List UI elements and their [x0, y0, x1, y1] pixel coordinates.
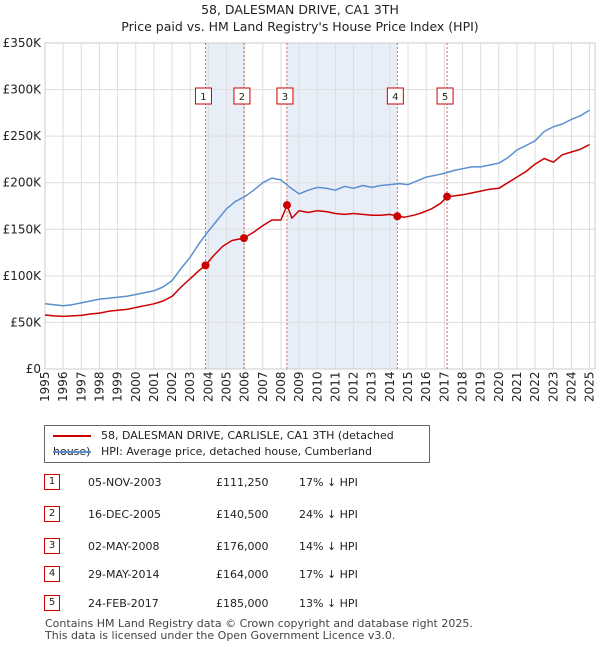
- sale-badge: 3: [44, 538, 60, 554]
- sale-label-text: 2: [239, 92, 245, 103]
- sale-point: [239, 234, 248, 243]
- chart-title: 58, DALESMAN DRIVE, CA1 3TH: [201, 2, 399, 17]
- table-row: 1 05-NOV-2003 £111,250 17% ↓ HPI: [44, 474, 464, 492]
- sale-badge: 4: [44, 566, 60, 582]
- x-tick-label: 1996: [56, 371, 70, 402]
- x-tick-label: 2015: [401, 371, 415, 402]
- sale-date: 16-DEC-2005: [88, 508, 162, 521]
- sale-label-box: [436, 87, 454, 105]
- x-tick-label: 2021: [510, 371, 524, 402]
- x-tick-label: 2024: [564, 371, 578, 402]
- sale-point: [282, 201, 291, 210]
- x-tick-label: 1995: [38, 371, 52, 402]
- sale-label-text: 5: [442, 92, 448, 103]
- y-tick-label: £200K: [3, 176, 43, 190]
- y-tick-label: £350K: [3, 36, 43, 50]
- y-tick-label: £150K: [3, 222, 43, 236]
- price-chart: 1 2 3 4 5 £0 £50K £100K £150K £200K £250K £300K £350…: [3, 36, 597, 402]
- y-tick-label: £300K: [3, 83, 43, 97]
- sale-label-box: [233, 87, 251, 105]
- sale-badge: 1: [44, 474, 60, 490]
- table-row: 3 02-MAY-2008 £176,000 14% ↓ HPI: [44, 538, 464, 556]
- y-tick-label: £100K: [3, 269, 43, 283]
- x-tick-label: 1998: [92, 371, 106, 402]
- sale-point: [393, 212, 402, 221]
- x-tick-label: 2006: [238, 371, 252, 402]
- x-tick-label: 2010: [310, 371, 324, 402]
- sale-point: [201, 261, 210, 270]
- sale-hpi-diff: 24% ↓ HPI: [299, 508, 358, 521]
- legend-label-hpi: HPI: Average price, detached house, Cumb…: [101, 445, 373, 458]
- x-tick-label: 2017: [437, 371, 451, 402]
- legend: 58, DALESMAN DRIVE, CARLISLE, CA1 3TH (d…: [44, 425, 430, 463]
- sale-price: £140,500: [216, 508, 269, 521]
- sale-hpi-diff: 13% ↓ HPI: [299, 597, 358, 610]
- table-row: 2 16-DEC-2005 £140,500 24% ↓ HPI: [44, 506, 464, 524]
- x-tick-label: 2019: [474, 371, 488, 402]
- sale-label-text: 1: [200, 92, 206, 103]
- x-tick-label: 2003: [183, 371, 197, 402]
- x-tick-label: 2007: [256, 371, 270, 402]
- x-tick-label: 2000: [129, 371, 143, 402]
- y-tick-label: £0: [26, 362, 41, 376]
- sale-badge: 5: [44, 595, 60, 611]
- x-tick-label: 2008: [274, 371, 288, 402]
- sale-label-box: [276, 87, 294, 105]
- sale-price: £185,000: [216, 597, 269, 610]
- legend-item-hpi: HPI: Average price, detached house, Cumb…: [53, 444, 372, 460]
- x-tick-label: 1999: [111, 371, 125, 402]
- sale-hpi-diff: 17% ↓ HPI: [299, 476, 358, 489]
- x-tick-label: 2002: [165, 371, 179, 402]
- sale-price: £164,000: [216, 568, 269, 581]
- x-tick-label: 2023: [546, 371, 560, 402]
- y-tick-label: £50K: [10, 315, 42, 329]
- sale-date: 02-MAY-2008: [88, 540, 160, 553]
- sale-badge: 2: [44, 506, 60, 522]
- series-line-hpi: [44, 109, 590, 307]
- sale-date: 24-FEB-2017: [88, 597, 159, 610]
- sale-date: 29-MAY-2014: [88, 568, 160, 581]
- sale-label-text: 3: [282, 92, 288, 103]
- sale-price: £176,000: [216, 540, 269, 553]
- x-tick-label: 2013: [365, 371, 379, 402]
- x-tick-label: 2011: [328, 371, 342, 402]
- table-row: 4 29-MAY-2014 £164,000 17% ↓ HPI: [44, 566, 464, 584]
- x-tick-label: 2014: [383, 371, 397, 402]
- x-tick-label: 2020: [492, 371, 506, 402]
- sale-date: 05-NOV-2003: [88, 476, 162, 489]
- x-tick-label: 2012: [347, 371, 361, 402]
- sale-label-text: 4: [392, 92, 398, 103]
- x-tick-label: 2022: [528, 371, 542, 402]
- legend-item-property: 58, DALESMAN DRIVE, CARLISLE, CA1 3TH (d…: [53, 428, 429, 458]
- x-tick-label: 2005: [220, 371, 234, 402]
- sale-hpi-diff: 14% ↓ HPI: [299, 540, 358, 553]
- footer-licence: This data is licensed under the Open Gov…: [45, 629, 396, 642]
- sale-hpi-diff: 17% ↓ HPI: [299, 568, 358, 581]
- series-line-property: [44, 143, 590, 318]
- x-tick-label: 2004: [201, 371, 215, 402]
- x-tick-label: 2018: [455, 371, 469, 402]
- x-tick-label: 2001: [147, 371, 161, 402]
- sale-point: [443, 192, 452, 201]
- table-row: 5 24-FEB-2017 £185,000 13% ↓ HPI: [44, 595, 464, 613]
- sale-label-box: [194, 87, 212, 105]
- x-tick-label: 2025: [583, 371, 597, 402]
- footer: Contains HM Land Registry data © Crown c…: [45, 618, 473, 642]
- footer-copyright: Contains HM Land Registry data © Crown c…: [45, 617, 473, 630]
- sale-label-box: [386, 87, 404, 105]
- shaded-range: [286, 43, 398, 369]
- chart-subtitle: Price paid vs. HM Land Registry's House …: [121, 19, 479, 34]
- x-tick-label: 1997: [74, 371, 88, 402]
- legend-swatch-property: [53, 435, 91, 437]
- plot-frame: [44, 42, 596, 370]
- legend-swatch-hpi: [53, 451, 91, 453]
- x-tick-label: 2016: [419, 371, 433, 402]
- x-tick-label: 2009: [292, 371, 306, 402]
- sale-price: £111,250: [216, 476, 269, 489]
- y-tick-label: £250K: [3, 129, 43, 143]
